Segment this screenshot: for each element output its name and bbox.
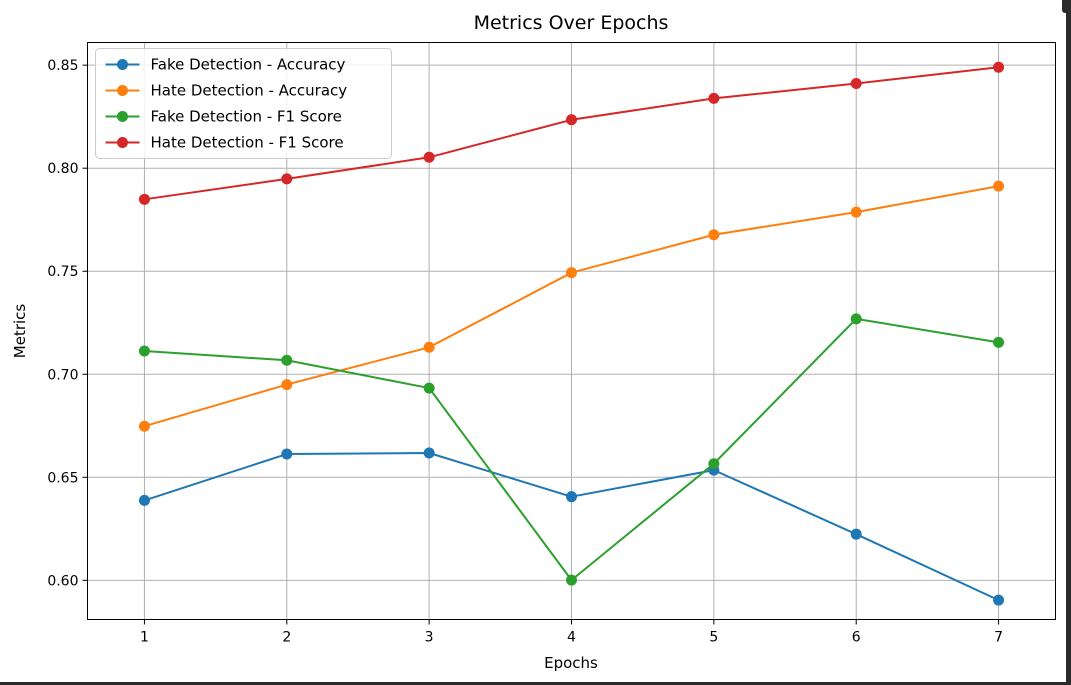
series-group xyxy=(138,61,1005,606)
legend-swatch-marker xyxy=(117,59,128,70)
x-tick-label: 4 xyxy=(567,630,576,646)
data-point xyxy=(850,528,862,540)
data-point xyxy=(850,313,862,325)
legend-label: Hate Detection - Accuracy xyxy=(151,82,348,100)
legend-swatch-marker xyxy=(117,137,128,148)
data-point xyxy=(423,382,435,394)
legend-label: Fake Detection - F1 Score xyxy=(151,108,342,126)
data-point xyxy=(850,78,862,90)
data-point xyxy=(850,206,862,218)
data-point xyxy=(138,345,150,357)
y-tick-label: 0.75 xyxy=(47,264,78,280)
legend: Fake Detection - Accuracy Hate Detection … xyxy=(95,48,392,159)
data-point xyxy=(708,229,720,241)
legend-box xyxy=(95,48,392,159)
axis-ticks: 1 2 3 4 5 6 7 0.60 0.65 0.70 0.75 0.80 0.85 xyxy=(47,58,1003,645)
x-tick-label: 1 xyxy=(140,630,149,646)
data-point xyxy=(281,379,293,391)
chart-title: Metrics Over Epochs xyxy=(474,12,669,34)
y-tick-label: 0.85 xyxy=(47,58,78,74)
data-point xyxy=(423,447,435,459)
x-tick-label: 5 xyxy=(709,630,718,646)
series-1 xyxy=(138,447,1005,606)
series-2 xyxy=(138,180,1005,432)
data-point xyxy=(993,180,1005,192)
data-point xyxy=(566,114,577,126)
x-tick-label: 2 xyxy=(282,630,291,646)
data-point xyxy=(566,267,577,279)
data-point xyxy=(566,574,577,586)
window-edge-right xyxy=(1066,0,1071,685)
legend-item: Fake Detection - Accuracy xyxy=(105,56,346,74)
y-tick-label: 0.80 xyxy=(47,161,78,177)
window-edge-tab xyxy=(1062,0,1071,13)
data-point xyxy=(566,491,577,503)
data-point xyxy=(138,494,150,506)
y-tick-label: 0.60 xyxy=(47,573,78,589)
legend-item: Hate Detection - F1 Score xyxy=(105,134,344,152)
x-tick-label: 3 xyxy=(425,630,434,646)
x-tick-label: 6 xyxy=(852,630,861,646)
data-point xyxy=(708,92,720,104)
data-point xyxy=(993,336,1005,348)
legend-label: Fake Detection - Accuracy xyxy=(151,56,346,74)
y-axis-label: Metrics xyxy=(11,304,29,359)
data-point xyxy=(138,420,150,432)
legend-swatch-marker xyxy=(117,111,128,122)
data-point xyxy=(708,458,720,470)
series-3 xyxy=(138,313,1005,586)
x-axis-label: Epochs xyxy=(544,654,598,672)
y-tick-label: 0.70 xyxy=(47,367,78,383)
x-tick-label: 7 xyxy=(994,630,1003,646)
data-point xyxy=(281,448,293,460)
series-4 xyxy=(138,61,1005,205)
data-point xyxy=(281,354,293,366)
legend-item: Hate Detection - Accuracy xyxy=(105,82,348,100)
data-point xyxy=(138,193,150,205)
window-edge-bottom xyxy=(0,682,1071,685)
y-tick-label: 0.65 xyxy=(47,470,78,486)
data-point xyxy=(993,61,1005,73)
data-point xyxy=(423,151,435,163)
data-point xyxy=(993,594,1005,606)
data-point xyxy=(281,173,293,185)
data-point xyxy=(423,341,435,353)
legend-item: Fake Detection - F1 Score xyxy=(105,108,342,126)
legend-label: Hate Detection - F1 Score xyxy=(151,134,344,152)
legend-swatch-marker xyxy=(117,85,128,96)
